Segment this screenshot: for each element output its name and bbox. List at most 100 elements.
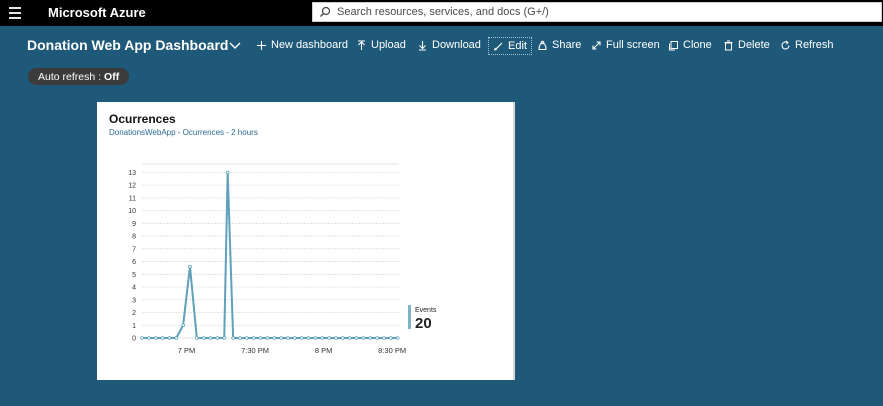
- data-point: [382, 336, 386, 340]
- data-point: [327, 336, 331, 340]
- command-bar: Donation Web App Dashboard New dashboard…: [0, 34, 883, 58]
- y-tick-label: 6: [132, 259, 136, 266]
- data-point: [195, 336, 199, 340]
- download-button[interactable]: Download: [417, 39, 481, 51]
- data-point: [251, 336, 256, 340]
- data-point: [147, 336, 151, 340]
- y-tick-label: 11: [129, 195, 136, 202]
- data-point: [215, 336, 220, 340]
- new-dashboard-label: New dashboard: [271, 39, 349, 51]
- tile-subtitle[interactable]: DonationsWebApp - Ocurrences - 2 hours: [109, 128, 258, 137]
- data-point: [140, 336, 144, 340]
- clone-button[interactable]: Clone: [668, 39, 712, 51]
- plus-icon: [257, 40, 266, 50]
- share-button[interactable]: Share: [537, 39, 581, 51]
- y-tick-label: 3: [132, 297, 136, 304]
- series-line: [142, 172, 398, 339]
- upload-button[interactable]: Upload: [356, 39, 406, 51]
- y-tick-label: 2: [132, 310, 136, 317]
- refresh-button[interactable]: Refresh: [780, 39, 834, 51]
- legend-series-value: 20: [415, 315, 432, 332]
- data-point: [293, 336, 297, 340]
- y-tick-label: 1: [132, 323, 136, 330]
- delete-button[interactable]: Delete: [723, 39, 770, 51]
- legend-swatch: [408, 305, 411, 329]
- top-bar: Microsoft Azure: [0, 0, 883, 26]
- data-point: [265, 336, 270, 340]
- full-screen-button[interactable]: Full screen: [591, 39, 660, 51]
- refresh-label: Refresh: [795, 39, 834, 51]
- data-point: [153, 336, 158, 340]
- full-screen-label: Full screen: [606, 39, 660, 51]
- expand-icon: [592, 40, 601, 50]
- search-box[interactable]: [312, 2, 882, 22]
- y-tick-label: 13: [128, 170, 136, 177]
- pencil-icon: [494, 42, 503, 51]
- chevron-down-icon[interactable]: [229, 42, 241, 50]
- data-point: [231, 336, 235, 340]
- data-point: [160, 336, 165, 340]
- y-tick-label: 7: [132, 246, 136, 253]
- x-tick-label: 7 PM: [178, 346, 196, 355]
- edit-label: Edit: [508, 40, 527, 52]
- refresh-icon: [781, 40, 790, 49]
- data-point: [306, 336, 311, 340]
- y-tick-label: 10: [128, 208, 136, 215]
- auto-refresh-toggle[interactable]: Auto refresh : Off: [28, 68, 130, 85]
- data-point: [299, 336, 304, 340]
- auto-refresh-label: Auto refresh :: [38, 70, 102, 83]
- search-input[interactable]: [335, 5, 859, 19]
- data-point: [388, 336, 393, 340]
- data-point: [341, 336, 345, 340]
- data-point: [361, 336, 366, 340]
- data-point: [334, 336, 338, 340]
- data-point: [201, 336, 206, 340]
- upload-icon: [358, 40, 365, 50]
- y-tick-label: 8: [132, 234, 136, 241]
- data-point: [238, 336, 242, 340]
- data-point: [279, 336, 283, 340]
- data-point: [395, 336, 400, 340]
- data-point: [375, 336, 379, 340]
- y-tick-label: 0: [132, 336, 136, 343]
- search-icon: [320, 6, 331, 17]
- tile-resize-handle[interactable]: [513, 102, 515, 380]
- x-tick-label: 7:30 PM: [241, 346, 269, 355]
- download-icon: [419, 40, 426, 50]
- tile-title: Ocurrences: [109, 112, 176, 126]
- share-icon: [538, 40, 547, 50]
- data-point: [174, 336, 179, 340]
- brand-title[interactable]: Microsoft Azure: [48, 5, 146, 20]
- occurrences-tile[interactable]: Ocurrences DonationsWebApp - Ocurrences …: [97, 102, 515, 380]
- new-dashboard-button[interactable]: New dashboard: [256, 39, 348, 51]
- data-point: [320, 336, 325, 340]
- data-point: [188, 264, 192, 269]
- x-tick-label: 8:30 PM: [378, 346, 406, 355]
- data-point: [354, 336, 359, 340]
- y-tick-label: 4: [132, 285, 136, 292]
- clone-icon: [669, 40, 678, 50]
- data-point: [272, 336, 277, 340]
- data-point: [368, 336, 373, 340]
- auto-refresh-value: Off: [104, 70, 120, 83]
- y-tick-label: 12: [128, 183, 136, 190]
- data-point: [208, 336, 213, 340]
- dashboard-title: Donation Web App Dashboard: [27, 37, 229, 53]
- hamburger-menu-icon[interactable]: [9, 7, 21, 19]
- clone-label: Clone: [683, 39, 712, 51]
- data-point: [286, 336, 290, 340]
- upload-label: Upload: [371, 39, 406, 51]
- edit-button[interactable]: Edit: [488, 37, 532, 55]
- y-tick-label: 5: [132, 272, 136, 279]
- legend-series-name: Events: [415, 307, 437, 314]
- data-point: [225, 170, 230, 175]
- trash-icon: [724, 40, 733, 50]
- download-label: Download: [432, 39, 481, 51]
- data-point: [222, 336, 227, 340]
- data-point: [347, 336, 352, 340]
- data-point: [245, 336, 249, 340]
- delete-label: Delete: [738, 39, 770, 51]
- y-tick-label: 9: [132, 221, 136, 228]
- data-point: [181, 323, 185, 328]
